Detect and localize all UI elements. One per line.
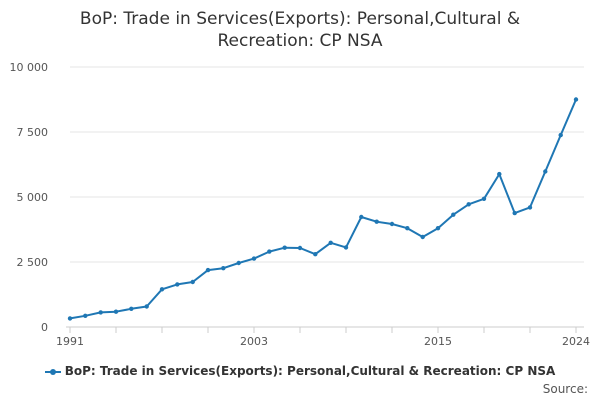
data-point	[159, 287, 165, 292]
data-point	[497, 171, 502, 177]
data-point	[527, 205, 533, 210]
data-point	[558, 132, 563, 138]
data-point	[359, 214, 364, 220]
legend-label: BoP: Trade in Services(Exports): Persona…	[64, 364, 556, 378]
data-point	[98, 310, 103, 315]
y-tick-label: 5 000	[17, 191, 49, 204]
data-point	[144, 304, 149, 309]
data-point	[405, 226, 410, 231]
data-point	[297, 245, 303, 251]
chart-title-line-2: Recreation: CP NSA	[217, 31, 383, 51]
legend-line-icon	[44, 367, 61, 377]
data-point	[451, 212, 456, 217]
data-point	[466, 202, 471, 207]
data-point	[221, 266, 226, 271]
data-point	[175, 282, 180, 287]
data-point	[543, 169, 548, 174]
y-tick-label: 7 500	[17, 126, 49, 139]
data-point	[236, 260, 241, 266]
chart-title-line-1: BoP: Trade in Services(Exports): Persona…	[79, 9, 521, 29]
data-point	[251, 256, 257, 261]
chart-title: BoP: Trade in Services(Exports): Persona…	[0, 8, 600, 52]
axes	[66, 326, 584, 333]
data-point	[67, 316, 73, 321]
data-point	[573, 97, 579, 102]
data-point	[389, 221, 395, 227]
data-point	[313, 252, 318, 257]
series-line	[69, 99, 577, 320]
data-point	[205, 267, 211, 273]
data-point	[267, 249, 272, 254]
grid-lines	[70, 66, 584, 263]
data-point	[481, 196, 487, 201]
legend[interactable]: BoP: Trade in Services(Exports): Persona…	[0, 364, 600, 378]
data-point	[190, 279, 195, 285]
data-point	[113, 309, 119, 314]
y-axis-tick-labels: 0 2 500 5 000 7 500 10 000	[10, 61, 49, 334]
data-point	[83, 313, 88, 318]
data-point	[129, 306, 134, 311]
data-point	[328, 240, 333, 245]
data-point	[343, 245, 349, 250]
x-tick-label: 2015	[424, 335, 452, 348]
y-tick-label: 2 500	[17, 256, 49, 269]
data-point	[512, 210, 517, 216]
data-point	[282, 245, 287, 250]
series-points	[67, 97, 579, 321]
series-path	[69, 99, 577, 320]
data-point	[435, 226, 441, 231]
x-tick-label: 2003	[240, 335, 268, 348]
x-tick-label: 1991	[56, 335, 84, 348]
y-tick-label: 0	[41, 321, 48, 334]
x-tick-label: 2024	[562, 335, 590, 348]
x-axis-tick-labels: 1991 2003 2015 2024	[56, 335, 590, 348]
source-label: Source:	[542, 382, 588, 396]
data-point	[420, 234, 425, 240]
y-tick-label: 10 000	[10, 61, 49, 74]
data-point	[374, 219, 379, 224]
